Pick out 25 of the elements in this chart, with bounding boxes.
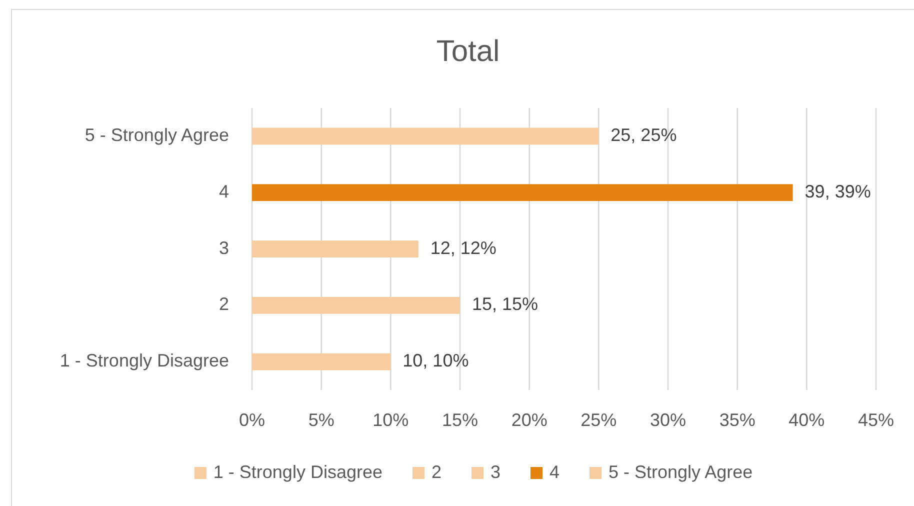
x-tick-label: 0% xyxy=(238,410,266,430)
x-tick-label: 30% xyxy=(650,410,686,430)
x-tick-label: 35% xyxy=(719,410,756,430)
legend-label: 5 - Strongly Agree xyxy=(608,462,753,482)
x-tick-label: 20% xyxy=(511,410,548,430)
x-tick-label: 45% xyxy=(858,410,894,430)
y-tick-label: 4 xyxy=(218,181,229,202)
legend-label: 4 xyxy=(550,462,560,482)
y-tick-label: 3 xyxy=(218,238,229,258)
x-tick-label: 25% xyxy=(580,410,617,430)
data-label: 12, 12% xyxy=(430,238,496,258)
x-tick-label: 10% xyxy=(372,410,409,430)
chart-title: Total xyxy=(436,34,500,68)
data-label: 25, 25% xyxy=(610,124,677,145)
x-tick-label: 40% xyxy=(788,410,825,430)
legend-label: 2 xyxy=(431,462,442,482)
y-tick-label: 1 - Strongly Disagree xyxy=(60,350,229,371)
data-label: 10, 10% xyxy=(402,350,469,371)
legend-label: 3 xyxy=(490,462,501,482)
x-tick-label: 15% xyxy=(442,410,478,430)
y-tick-label: 5 - Strongly Agree xyxy=(84,124,229,145)
x-tick-label: 5% xyxy=(308,410,334,430)
data-label: 15, 15% xyxy=(472,294,538,314)
data-label: 39, 39% xyxy=(804,181,871,202)
y-tick-label: 2 xyxy=(218,294,229,314)
